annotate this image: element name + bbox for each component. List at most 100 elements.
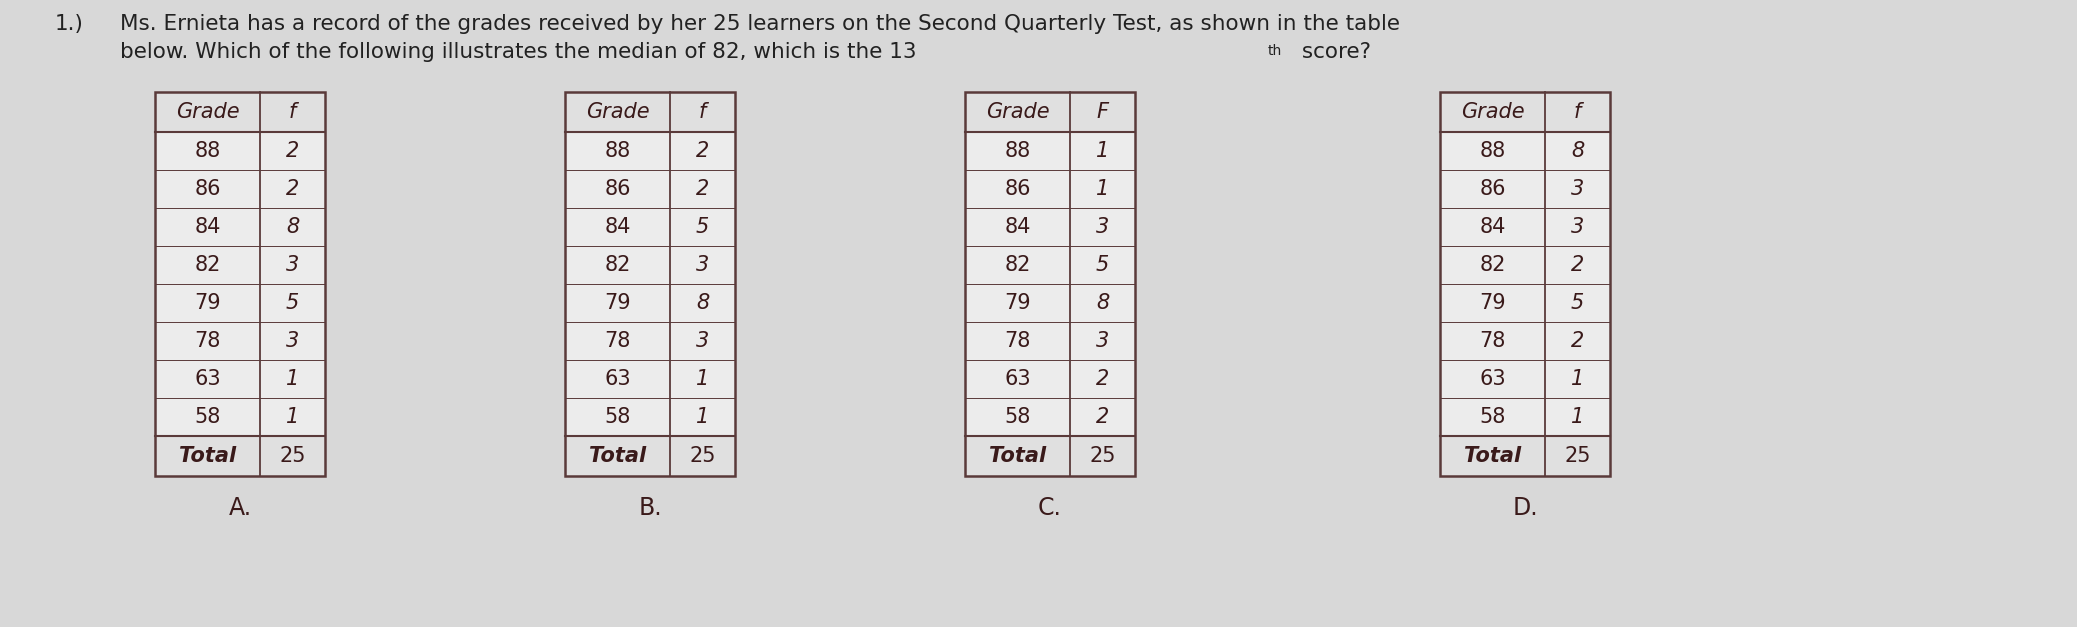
Text: 82: 82 xyxy=(1005,255,1030,275)
Text: score?: score? xyxy=(1294,42,1371,62)
Text: 1: 1 xyxy=(1097,179,1109,199)
Bar xyxy=(1439,132,1610,436)
Text: 2: 2 xyxy=(1097,407,1109,427)
Text: th: th xyxy=(1267,44,1282,58)
Text: 1: 1 xyxy=(696,369,708,389)
Text: f: f xyxy=(1574,102,1581,122)
Text: 1: 1 xyxy=(287,369,299,389)
Text: 2: 2 xyxy=(696,141,708,161)
Text: A.: A. xyxy=(228,496,251,520)
Text: 5: 5 xyxy=(1097,255,1109,275)
Text: B.: B. xyxy=(638,496,663,520)
Bar xyxy=(1439,436,1610,476)
Text: 58: 58 xyxy=(1479,407,1506,427)
Text: 8: 8 xyxy=(696,293,708,313)
Text: 3: 3 xyxy=(696,255,708,275)
Text: 86: 86 xyxy=(604,179,631,199)
Text: 3: 3 xyxy=(1570,179,1585,199)
Text: 1: 1 xyxy=(287,407,299,427)
Text: 5: 5 xyxy=(696,217,708,237)
Text: 1.): 1.) xyxy=(54,14,83,34)
Text: Total: Total xyxy=(989,446,1047,466)
Text: 79: 79 xyxy=(1003,293,1030,313)
Text: 58: 58 xyxy=(604,407,631,427)
Bar xyxy=(966,436,1134,476)
Text: 79: 79 xyxy=(193,293,220,313)
Bar xyxy=(1439,92,1610,132)
Text: 1: 1 xyxy=(1097,141,1109,161)
Text: 5: 5 xyxy=(1570,293,1585,313)
Bar xyxy=(156,436,324,476)
Text: Grade: Grade xyxy=(586,102,650,122)
Bar xyxy=(156,92,324,476)
Bar xyxy=(1439,92,1610,476)
Text: 25: 25 xyxy=(690,446,717,466)
Text: 82: 82 xyxy=(195,255,220,275)
Text: 2: 2 xyxy=(1570,331,1585,351)
Text: 1: 1 xyxy=(1570,369,1585,389)
Text: 1: 1 xyxy=(696,407,708,427)
Text: C.: C. xyxy=(1038,496,1061,520)
Text: 88: 88 xyxy=(195,141,220,161)
Text: 88: 88 xyxy=(604,141,631,161)
Text: 3: 3 xyxy=(287,331,299,351)
Bar xyxy=(966,92,1134,132)
Text: 79: 79 xyxy=(604,293,631,313)
Text: 3: 3 xyxy=(287,255,299,275)
Text: 2: 2 xyxy=(287,141,299,161)
Text: 84: 84 xyxy=(195,217,220,237)
Text: 2: 2 xyxy=(696,179,708,199)
Text: 82: 82 xyxy=(604,255,631,275)
Text: 63: 63 xyxy=(193,369,220,389)
Text: 8: 8 xyxy=(287,217,299,237)
Text: 25: 25 xyxy=(1564,446,1591,466)
Text: 2: 2 xyxy=(1097,369,1109,389)
Text: below. Which of the following illustrates the median of 82, which is the 13: below. Which of the following illustrate… xyxy=(120,42,916,62)
Text: D.: D. xyxy=(1512,496,1537,520)
Text: 63: 63 xyxy=(1479,369,1506,389)
Text: 79: 79 xyxy=(1479,293,1506,313)
Text: f: f xyxy=(698,102,706,122)
Text: Grade: Grade xyxy=(987,102,1049,122)
Bar xyxy=(565,132,735,436)
Text: 63: 63 xyxy=(604,369,631,389)
Text: Ms. Ernieta has a record of the grades received by her 25 learners on the Second: Ms. Ernieta has a record of the grades r… xyxy=(120,14,1400,34)
Text: 78: 78 xyxy=(195,331,220,351)
Text: 25: 25 xyxy=(278,446,305,466)
Text: 82: 82 xyxy=(1479,255,1506,275)
Text: 88: 88 xyxy=(1479,141,1506,161)
Text: 86: 86 xyxy=(1005,179,1030,199)
Text: Total: Total xyxy=(590,446,646,466)
Text: 78: 78 xyxy=(1479,331,1506,351)
Bar xyxy=(966,132,1134,436)
Text: 63: 63 xyxy=(1003,369,1030,389)
Text: Grade: Grade xyxy=(177,102,239,122)
Text: 3: 3 xyxy=(1570,217,1585,237)
Text: 84: 84 xyxy=(604,217,631,237)
Text: 2: 2 xyxy=(287,179,299,199)
Text: 88: 88 xyxy=(1005,141,1030,161)
Text: 25: 25 xyxy=(1088,446,1115,466)
Text: 58: 58 xyxy=(195,407,220,427)
Text: 8: 8 xyxy=(1570,141,1585,161)
Text: 86: 86 xyxy=(195,179,220,199)
Text: f: f xyxy=(289,102,297,122)
Text: 3: 3 xyxy=(1097,331,1109,351)
Text: 78: 78 xyxy=(604,331,631,351)
Text: Grade: Grade xyxy=(1460,102,1525,122)
Text: Total: Total xyxy=(179,446,237,466)
Text: 3: 3 xyxy=(1097,217,1109,237)
Bar xyxy=(156,132,324,436)
Text: 5: 5 xyxy=(287,293,299,313)
Text: 1: 1 xyxy=(1570,407,1585,427)
Text: Total: Total xyxy=(1464,446,1520,466)
Text: 84: 84 xyxy=(1479,217,1506,237)
Text: 8: 8 xyxy=(1097,293,1109,313)
Text: 3: 3 xyxy=(696,331,708,351)
Bar xyxy=(565,92,735,132)
Text: 86: 86 xyxy=(1479,179,1506,199)
Bar xyxy=(565,436,735,476)
Bar xyxy=(966,92,1134,476)
Text: 58: 58 xyxy=(1005,407,1030,427)
Text: 78: 78 xyxy=(1005,331,1030,351)
